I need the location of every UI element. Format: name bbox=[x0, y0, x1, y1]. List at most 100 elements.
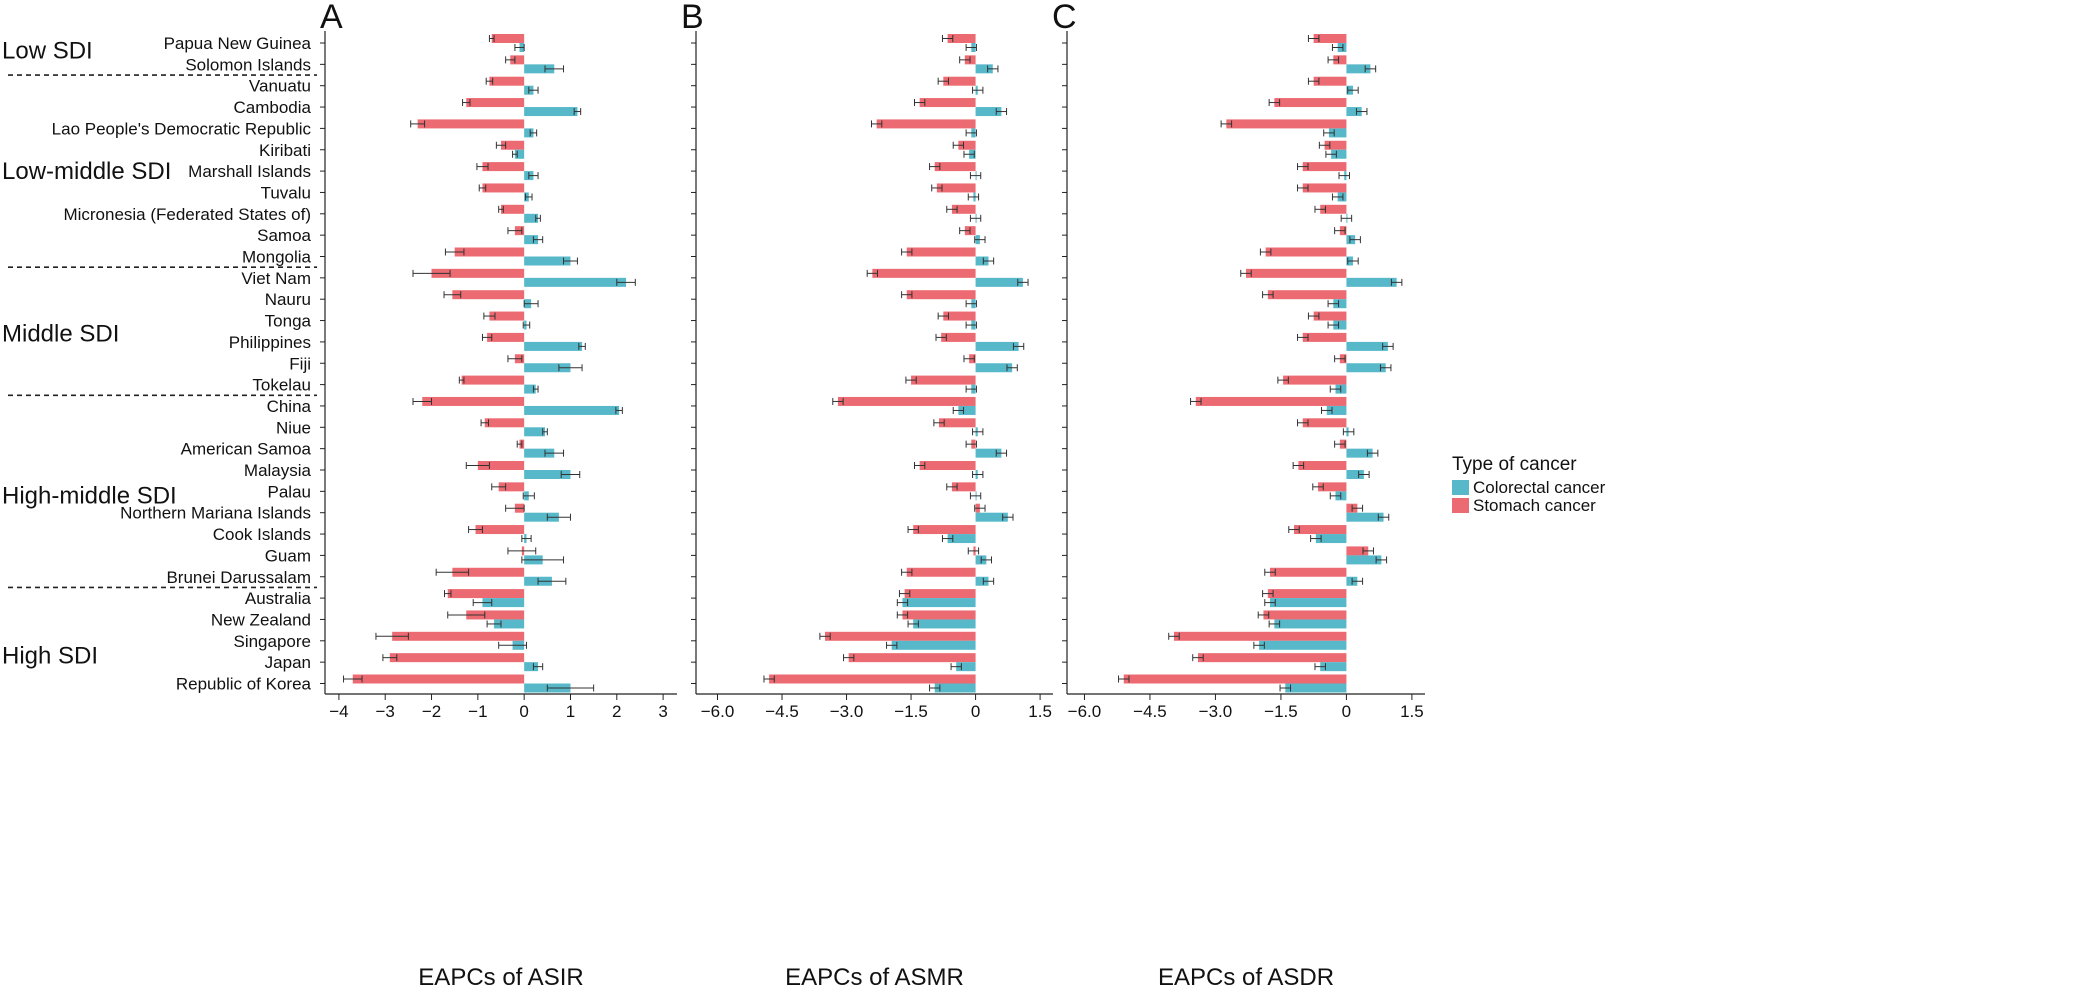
bar-colorectal-cancer-australia bbox=[1270, 598, 1347, 608]
bar-stomach-cancer-republic-of-korea bbox=[769, 674, 976, 684]
bar-stomach-cancer-vanuatu bbox=[489, 76, 525, 86]
group-label-low-middle-sdi: Low-middle SDI bbox=[2, 158, 171, 185]
bar-colorectal-cancer-samoa bbox=[524, 235, 539, 245]
bar-stomach-cancer-nauru bbox=[906, 290, 976, 300]
x-tick-label: −1.5 bbox=[894, 702, 928, 721]
bar-stomach-cancer-tonga bbox=[489, 311, 525, 321]
bar-colorectal-cancer-cambodia bbox=[524, 107, 578, 117]
bar-stomach-cancer-viet-nam bbox=[431, 268, 525, 278]
bar-stomach-cancer-china bbox=[422, 396, 525, 406]
bar-colorectal-cancer-new-zealand bbox=[1274, 619, 1347, 629]
group-label-middle-sdi: Middle SDI bbox=[2, 320, 119, 347]
bar-colorectal-cancer-fiji bbox=[1346, 363, 1386, 373]
bar-stomach-cancer-tonga bbox=[943, 311, 976, 321]
bar-stomach-cancer-tokelau bbox=[1283, 375, 1347, 385]
country-label-cambodia: Cambodia bbox=[234, 98, 312, 117]
bar-stomach-cancer-new-zealand bbox=[466, 610, 525, 620]
bar-stomach-cancer-tuvalu bbox=[482, 183, 525, 193]
x-tick-label: −1 bbox=[468, 702, 487, 721]
bar-stomach-cancer-viet-nam bbox=[872, 268, 976, 278]
bar-colorectal-cancer-kiribati bbox=[514, 149, 525, 159]
panel-label: B bbox=[681, 0, 704, 36]
bar-stomach-cancer-lao-people-s-democratic-republic bbox=[417, 119, 525, 129]
bar-stomach-cancer-papua-new-guinea bbox=[947, 34, 976, 43]
bar-colorectal-cancer-australia bbox=[482, 598, 525, 608]
bar-colorectal-cancer-mongolia bbox=[524, 256, 571, 266]
bar-stomach-cancer-niue bbox=[939, 418, 976, 428]
country-label-papua-new-guinea: Papua New Guinea bbox=[164, 34, 312, 53]
x-tick-label: 1 bbox=[566, 702, 575, 721]
bar-colorectal-cancer-guam bbox=[1346, 555, 1382, 565]
country-label-tokelau: Tokelau bbox=[252, 376, 311, 395]
country-label-northern-mariana-islands: Northern Mariana Islands bbox=[120, 504, 311, 523]
bar-stomach-cancer-china bbox=[1195, 396, 1347, 406]
bar-stomach-cancer-malaysia bbox=[1298, 461, 1347, 470]
country-label-lao-people-s-democratic-republic: Lao People's Democratic Republic bbox=[52, 119, 312, 138]
bar-colorectal-cancer-lao-people-s-democratic-republic bbox=[524, 128, 534, 138]
legend-title: Type of cancer bbox=[1452, 454, 1577, 475]
bar-colorectal-cancer-singapore bbox=[891, 640, 976, 650]
country-label-palau: Palau bbox=[268, 482, 311, 501]
bar-stomach-cancer-singapore bbox=[825, 631, 976, 641]
bar-stomach-cancer-australia bbox=[1267, 589, 1347, 599]
x-tick-label: −4.5 bbox=[1133, 702, 1167, 721]
bar-colorectal-cancer-lao-people-s-democratic-republic bbox=[1328, 128, 1347, 138]
bar-stomach-cancer-kiribati bbox=[1324, 140, 1347, 150]
country-labels: Papua New Guinea Solomon Islands Vanuatu Ca… bbox=[52, 34, 312, 694]
bar-stomach-cancer-new-zealand bbox=[902, 610, 976, 620]
bar-stomach-cancer-kiribati bbox=[958, 140, 976, 150]
bar-colorectal-cancer-tokelau bbox=[524, 384, 536, 394]
bar-colorectal-cancer-american-samoa bbox=[524, 448, 555, 458]
bar-stomach-cancer-guam bbox=[1346, 546, 1369, 556]
bar-stomach-cancer-tuvalu bbox=[1302, 183, 1347, 193]
bar-colorectal-cancer-american-samoa bbox=[1346, 448, 1373, 458]
bar-stomach-cancer-palau bbox=[1318, 482, 1347, 492]
panel-b: B −6.0 −4.5 −3.0 −1.5 0 1.5 EAPCs of ASMR bbox=[681, 0, 1053, 991]
bar-stomach-cancer-malaysia bbox=[477, 461, 525, 470]
bar-stomach-cancer-marshall-islands bbox=[1302, 162, 1347, 172]
bar-stomach-cancer-cook-islands bbox=[1294, 525, 1347, 535]
bar-colorectal-cancer-solomon-islands bbox=[975, 64, 993, 74]
country-label-china: China bbox=[267, 397, 312, 416]
x-tick-label: 0 bbox=[971, 702, 980, 721]
bar-colorectal-cancer-philippines bbox=[1346, 341, 1388, 351]
country-label-cook-islands: Cook Islands bbox=[213, 525, 311, 544]
bar-colorectal-cancer-cook-islands bbox=[1315, 534, 1347, 544]
bar-stomach-cancer-nauru bbox=[452, 290, 525, 300]
country-label-vanuatu: Vanuatu bbox=[249, 77, 311, 96]
country-label-marshall-islands: Marshall Islands bbox=[188, 162, 311, 181]
bar-stomach-cancer-republic-of-korea bbox=[1123, 674, 1347, 684]
x-axis-title: EAPCs of ASDR bbox=[1158, 964, 1334, 991]
x-tick-label: −3.0 bbox=[1199, 702, 1233, 721]
x-tick-label: −2 bbox=[422, 702, 441, 721]
bar-colorectal-cancer-fiji bbox=[975, 363, 1013, 373]
group-label-low-sdi: Low SDI bbox=[2, 37, 93, 64]
legend-swatch-stomach-cancer bbox=[1452, 498, 1469, 513]
x-tick-label: −4.5 bbox=[765, 702, 799, 721]
bar-stomach-cancer-singapore bbox=[1173, 631, 1347, 641]
panels: A −4 −3 −2 −1 0 1 2 3 EAPCs of ASIR B −6.0 −4.5 −3.0 −… bbox=[320, 0, 1425, 991]
x-tick-label: −6.0 bbox=[1068, 702, 1102, 721]
bar-stomach-cancer-brunei-darussalam bbox=[906, 567, 976, 577]
country-label-american-samoa: American Samoa bbox=[181, 440, 312, 459]
country-label-republic-of-korea: Republic of Korea bbox=[176, 675, 312, 694]
bar-stomach-cancer-nauru bbox=[1267, 290, 1347, 300]
bar-colorectal-cancer-china bbox=[1326, 405, 1347, 415]
bar-stomach-cancer-cambodia bbox=[466, 98, 525, 108]
bar-stomach-cancer-japan bbox=[848, 653, 976, 663]
country-label-micronesia-federated-states-of: Micronesia (Federated States of) bbox=[63, 205, 311, 224]
bar-stomach-cancer-china bbox=[837, 396, 976, 406]
bar-stomach-cancer-cook-islands bbox=[475, 525, 525, 535]
country-label-australia: Australia bbox=[245, 589, 312, 608]
bar-colorectal-cancer-northern-mariana-islands bbox=[524, 512, 559, 522]
panel-c: C −6.0 −4.5 −3.0 −1.5 0 1.5 EAPCs of ASDR bbox=[1052, 0, 1425, 991]
bar-stomach-cancer-micronesia-federated-states-of bbox=[1320, 204, 1347, 214]
bar-stomach-cancer-niue bbox=[1302, 418, 1347, 428]
bar-stomach-cancer-micronesia-federated-states-of bbox=[501, 204, 525, 214]
bar-stomach-cancer-cambodia bbox=[1274, 98, 1347, 108]
country-label-samoa: Samoa bbox=[257, 226, 311, 245]
bar-colorectal-cancer-philippines bbox=[975, 341, 1019, 351]
bar-stomach-cancer-marshall-islands bbox=[934, 162, 976, 172]
